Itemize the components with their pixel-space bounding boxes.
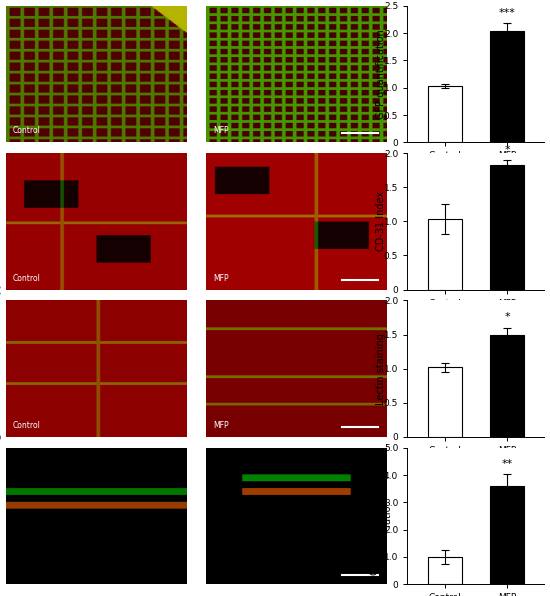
Bar: [490, 486, 524, 584]
Text: ***: ***: [499, 8, 515, 18]
Y-axis label: CD-31 Index: CD-31 Index: [376, 191, 386, 252]
Text: Control: Control: [13, 274, 41, 283]
Text: MFP: MFP: [213, 126, 229, 135]
Y-axis label: GFP quantification: GFP quantification: [376, 29, 386, 119]
Bar: [427, 367, 462, 437]
Text: Control: Control: [13, 126, 41, 135]
Y-axis label: Lectin staining: Lectin staining: [376, 333, 386, 405]
Text: Control: Control: [13, 421, 41, 430]
Bar: [490, 30, 524, 142]
Text: A: A: [0, 0, 1, 3]
Text: **: **: [502, 459, 513, 469]
Bar: [427, 86, 462, 142]
Text: MFP: MFP: [213, 274, 229, 283]
Text: *: *: [504, 312, 510, 322]
Bar: [490, 166, 524, 290]
Y-axis label: Colocalization/red pixels
ratio: Colocalization/red pixels ratio: [370, 457, 392, 575]
Bar: [490, 334, 524, 437]
Text: D: D: [0, 432, 1, 445]
Text: MFP: MFP: [213, 421, 229, 430]
Bar: [427, 219, 462, 290]
Text: *: *: [504, 145, 510, 154]
Bar: [427, 557, 462, 584]
